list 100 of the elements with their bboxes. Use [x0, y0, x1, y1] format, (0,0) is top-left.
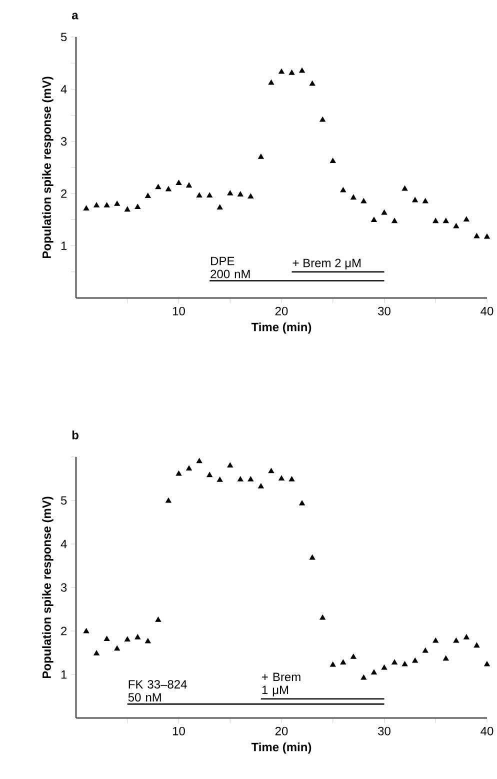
point: [176, 180, 182, 185]
point: [124, 206, 130, 212]
y-tick-label: 5: [60, 32, 67, 42]
point: [248, 194, 254, 199]
point: [432, 218, 438, 224]
point: [104, 202, 110, 208]
point: [248, 476, 254, 482]
y-tick-label: 1: [61, 242, 67, 250]
point: [330, 158, 336, 164]
series-label: DPE 200 nM: [210, 256, 250, 278]
x-tick-label: 10: [172, 306, 185, 316]
point: [464, 216, 470, 222]
x-axis-title: Time (min): [251, 322, 312, 334]
point: [412, 658, 418, 663]
point: [134, 204, 140, 209]
point: [104, 636, 110, 642]
point: [238, 192, 244, 196]
point: [155, 184, 161, 190]
point: [217, 476, 223, 482]
point: [145, 193, 151, 198]
x-tick-label: 20: [275, 306, 288, 316]
point: [227, 190, 233, 196]
point: [350, 654, 356, 659]
point: [258, 154, 264, 159]
y-axis-title: Population spike response (mV): [42, 496, 54, 678]
point: [371, 217, 377, 222]
point: [84, 206, 90, 211]
point: [360, 674, 366, 680]
point: [310, 554, 316, 560]
chart-title: a: [72, 12, 78, 20]
y-axis-title: Population spike response (mV): [42, 76, 54, 258]
point: [350, 194, 356, 200]
x-tick-label: 30: [378, 726, 390, 736]
x-tick-label: 40: [480, 726, 494, 736]
point: [166, 186, 172, 192]
point: [238, 476, 244, 482]
point: [340, 660, 346, 665]
point: [381, 664, 387, 670]
point: [392, 218, 398, 224]
x-tick-label: 40: [480, 306, 494, 316]
series-label: + Brem 1 μM: [262, 672, 300, 696]
point: [278, 476, 284, 481]
series-label: FK 33–824 50 nM: [128, 680, 187, 702]
point: [320, 116, 326, 122]
point: [360, 198, 366, 204]
y-tick-label: 2: [61, 189, 67, 198]
point: [289, 476, 295, 482]
point: [453, 638, 459, 643]
x-axis-title: Time (min): [251, 742, 312, 754]
point: [268, 80, 274, 85]
point: [227, 462, 233, 468]
point: [392, 660, 398, 665]
point: [155, 617, 161, 622]
point: [124, 636, 130, 642]
y-tick-label: 2: [61, 626, 67, 636]
x-tick-label: 20: [275, 726, 288, 736]
point: [206, 472, 212, 478]
point: [474, 233, 480, 238]
point: [371, 670, 377, 675]
point: [464, 634, 470, 640]
point: [474, 642, 480, 648]
point: [432, 638, 438, 643]
point: [453, 223, 459, 228]
y-tick-label: 3: [60, 137, 67, 146]
y-tick-label: 1: [61, 670, 67, 679]
point: [299, 500, 305, 506]
point: [402, 661, 408, 666]
point: [84, 628, 90, 634]
chart-title: b: [72, 430, 78, 440]
point: [114, 646, 120, 651]
point: [94, 202, 100, 208]
point: [176, 470, 182, 476]
point: [443, 218, 449, 224]
point: [330, 662, 336, 667]
point: [258, 483, 264, 488]
y-tick-label: 4: [60, 85, 67, 94]
point: [268, 468, 274, 474]
point: [412, 197, 418, 202]
point: [381, 210, 387, 215]
point: [320, 614, 326, 620]
series-label: + Brem 2 μM: [292, 258, 361, 270]
point: [186, 466, 192, 471]
point: [94, 650, 100, 656]
point: [196, 192, 202, 198]
point: [422, 198, 428, 204]
point: [299, 68, 305, 73]
y-tick-label: 4: [60, 540, 67, 548]
x-tick-label: 30: [378, 306, 390, 316]
point: [114, 200, 120, 206]
point: [166, 498, 172, 503]
y-tick-label: 3: [60, 583, 67, 592]
point: [217, 204, 223, 210]
point: [196, 458, 202, 464]
point: [206, 192, 212, 198]
point: [422, 648, 428, 653]
point: [186, 182, 192, 188]
point: [278, 68, 284, 74]
point: [443, 656, 449, 661]
point: [134, 634, 140, 640]
x-tick-label: 10: [172, 726, 185, 736]
